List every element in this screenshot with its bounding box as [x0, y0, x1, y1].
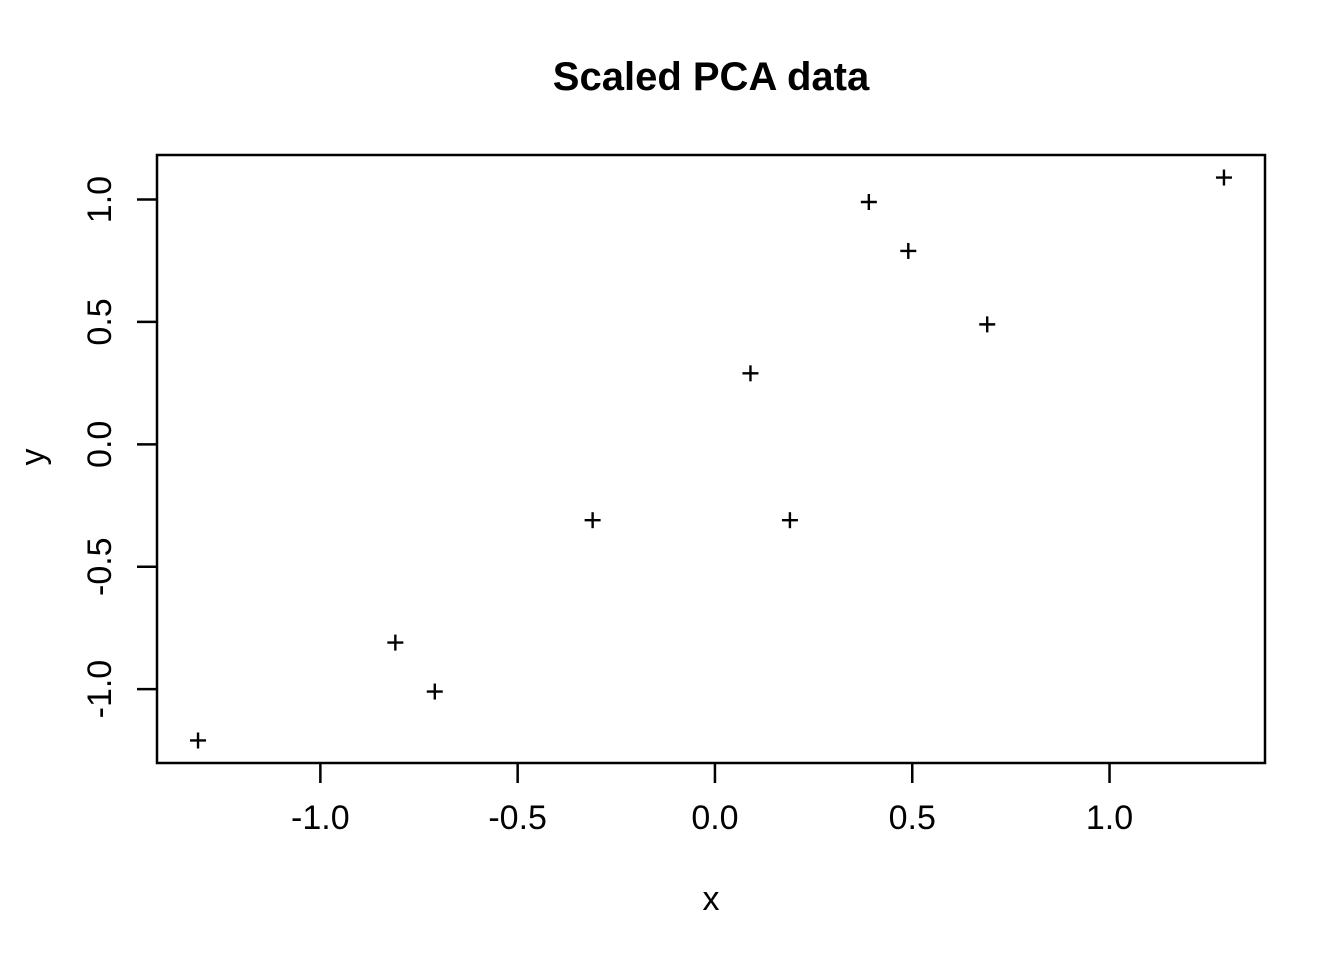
x-tick-label: -0.5 [488, 799, 547, 837]
y-tick-label: 0.0 [81, 421, 119, 468]
x-axis-label: x [703, 880, 720, 918]
plot-border [155, 153, 1267, 765]
x-tick-label: 0.5 [889, 799, 936, 837]
y-tick-label: 0.5 [81, 298, 119, 345]
chart-title: Scaled PCA data [553, 55, 870, 99]
y-tick-label: -1.0 [81, 660, 119, 719]
y-tick-label: 1.0 [81, 176, 119, 223]
x-tick-label: 1.0 [1086, 799, 1133, 837]
x-tick-label: 0.0 [691, 799, 738, 837]
x-tick-label: -1.0 [291, 799, 350, 837]
y-tick-label: -0.5 [81, 537, 119, 596]
y-axis-label: y [14, 449, 52, 466]
plot-area: -1.0 -0.5 0.0 0.5 1.0 -1.0 -0.5 0.0 0.5 1.0 [81, 153, 1267, 837]
